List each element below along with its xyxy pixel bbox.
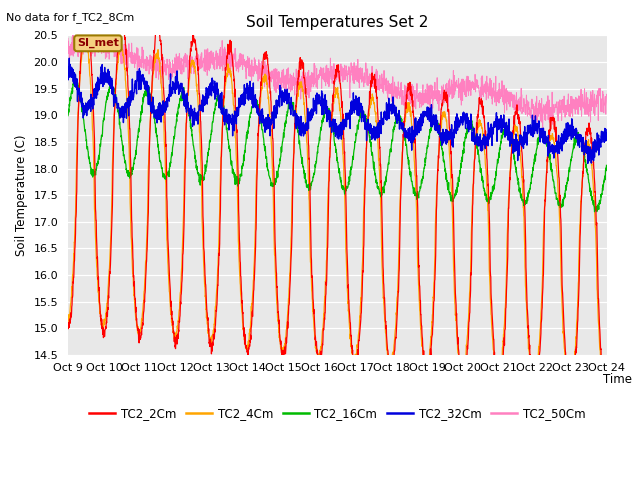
Text: No data for f_TC2_8Cm: No data for f_TC2_8Cm	[6, 12, 134, 23]
Y-axis label: Soil Temperature (C): Soil Temperature (C)	[15, 134, 28, 256]
X-axis label: Time: Time	[603, 372, 632, 385]
Text: SI_met: SI_met	[77, 38, 119, 48]
Title: Soil Temperatures Set 2: Soil Temperatures Set 2	[246, 15, 428, 30]
Legend: TC2_2Cm, TC2_4Cm, TC2_16Cm, TC2_32Cm, TC2_50Cm: TC2_2Cm, TC2_4Cm, TC2_16Cm, TC2_32Cm, TC…	[84, 402, 590, 425]
